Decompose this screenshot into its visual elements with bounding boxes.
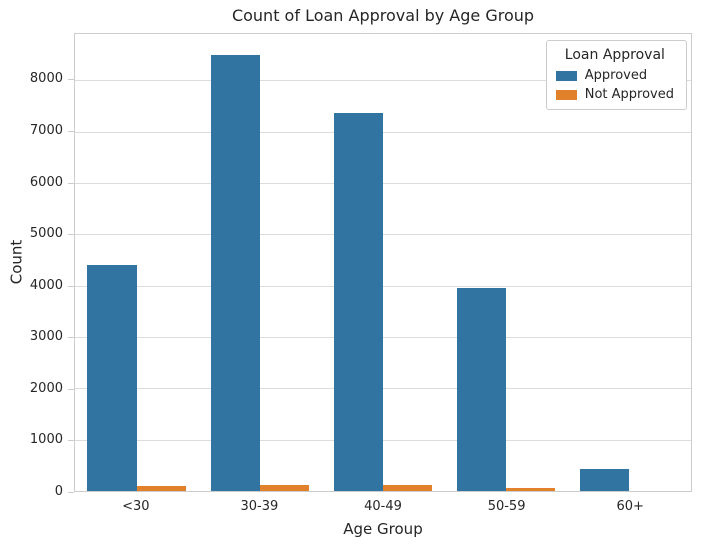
bar-approved-50-59 bbox=[456, 288, 507, 491]
x-axis-label: Age Group bbox=[343, 520, 423, 538]
legend-title: Loan Approval bbox=[564, 47, 665, 63]
plot-area: Loan Approval Approved Not Approved bbox=[74, 33, 692, 492]
y-tick-label: 4000 bbox=[29, 277, 63, 293]
y-axis-label: Count bbox=[7, 239, 26, 285]
legend: Loan Approval Approved Not Approved bbox=[545, 40, 687, 110]
gridline bbox=[75, 439, 691, 441]
y-tick-label: 1000 bbox=[29, 432, 63, 448]
y-tick-mark bbox=[68, 388, 74, 390]
legend-swatch-not-approved bbox=[555, 89, 577, 100]
bar-not-approved-40-49 bbox=[383, 484, 433, 491]
bar-approved-30-39 bbox=[210, 54, 260, 491]
y-tick-label: 2000 bbox=[29, 380, 63, 396]
y-tick-mark bbox=[68, 79, 74, 81]
legend-swatch-approved bbox=[555, 70, 577, 81]
gridline bbox=[75, 234, 691, 236]
x-tick-label: <30 bbox=[122, 499, 150, 514]
y-tick-mark bbox=[68, 234, 74, 236]
x-tick-label: 40-49 bbox=[364, 499, 402, 514]
y-tick-mark bbox=[68, 492, 74, 493]
chart-title: Count of Loan Approval by Age Group bbox=[231, 6, 535, 25]
bar-approved-<30 bbox=[87, 265, 137, 491]
gridline bbox=[75, 336, 691, 338]
bar-not-approved-50-59 bbox=[506, 487, 556, 491]
y-tick-mark bbox=[68, 130, 74, 132]
gridline bbox=[75, 182, 691, 184]
legend-item-label: Not Approved bbox=[584, 87, 674, 102]
gridline bbox=[75, 285, 691, 287]
gridline bbox=[75, 80, 691, 82]
legend-item-approved: Approved bbox=[555, 68, 674, 83]
y-tick-label: 7000 bbox=[29, 122, 63, 138]
y-tick-mark bbox=[68, 337, 74, 339]
y-tick-mark bbox=[68, 182, 74, 184]
y-tick-label: 5000 bbox=[29, 226, 63, 242]
y-tick-label: 8000 bbox=[29, 71, 63, 87]
y-tick-label: 3000 bbox=[29, 329, 63, 345]
gridline bbox=[75, 388, 691, 390]
x-tick-label: 50-59 bbox=[487, 499, 526, 514]
x-tick-label: 60+ bbox=[616, 499, 644, 514]
bar-not-approved-<30 bbox=[136, 485, 186, 491]
y-tick-label: 0 bbox=[54, 484, 63, 499]
y-tick-mark bbox=[68, 285, 74, 287]
y-tick-label: 6000 bbox=[29, 174, 63, 190]
legend-item-label: Approved bbox=[584, 68, 648, 83]
gridline bbox=[75, 131, 691, 133]
legend-item-not-approved: Not Approved bbox=[555, 87, 674, 102]
legend-items: Approved Not Approved bbox=[555, 68, 674, 102]
bar-not-approved-30-39 bbox=[259, 484, 310, 491]
bar-approved-60+ bbox=[580, 469, 630, 491]
y-tick-mark bbox=[68, 440, 74, 442]
x-tick-label: 30-39 bbox=[240, 499, 279, 514]
bar-approved-40-49 bbox=[333, 112, 383, 491]
